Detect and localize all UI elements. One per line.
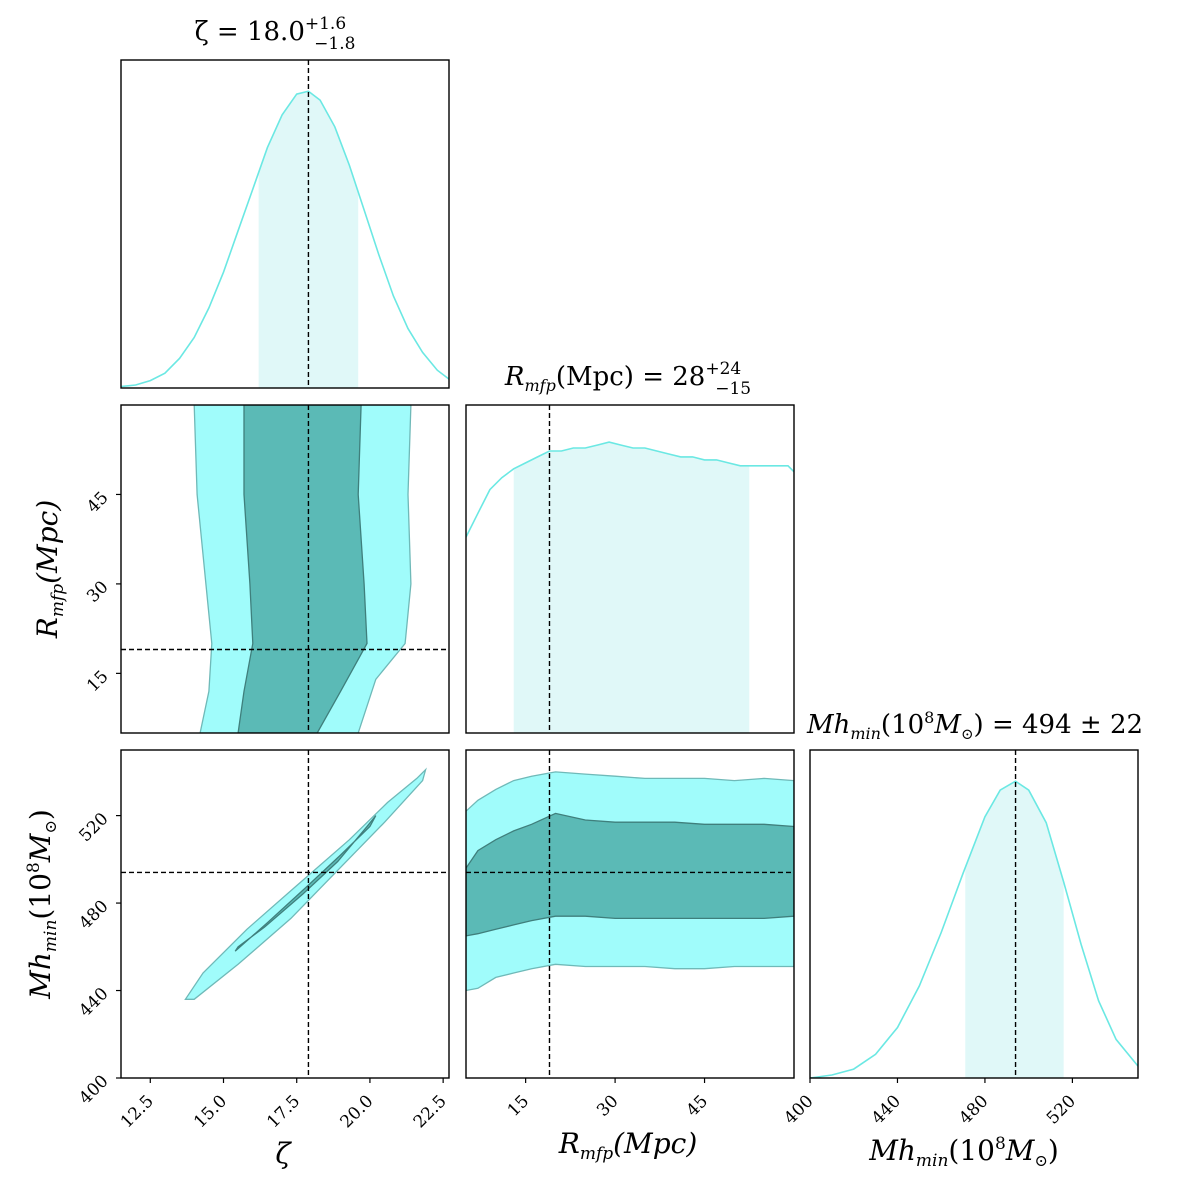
contour-inner-zeta-rmfp (237, 405, 368, 733)
marginal-rmfp (466, 405, 794, 733)
marginal-mhmin-frame (809, 749, 1139, 1079)
panel-zeta-rmfp-frame (120, 404, 450, 734)
xtick-label-mhmin-3: 520 (1043, 1091, 1080, 1128)
title-zeta: ζ = 18.0+1.6 −1.8 (195, 14, 356, 54)
ytick-label-mhmin-2: 480 (75, 896, 112, 933)
xtick-label-zeta-3: 20.0 (337, 1091, 378, 1132)
panel-zeta-mhmin-frame (120, 749, 450, 1079)
posterior-curve-zeta (121, 90, 449, 388)
xtick-label-zeta-4: 22.5 (410, 1091, 451, 1132)
title-mhmin: Mhmin(108M⊙) = 494 ± 22 (806, 708, 1143, 743)
posterior-curve-rmfp (466, 441, 794, 538)
ytick-label-mhmin-0: 400 (75, 1071, 112, 1108)
xtick-label-zeta-2: 17.5 (263, 1091, 304, 1132)
contour-inner-zeta-mhmin (234, 815, 377, 952)
xtick-label-rmfp-2: 45 (683, 1091, 712, 1120)
panel-rmfp-mhmin (466, 750, 794, 1078)
marginal-rmfp-frame (465, 404, 795, 734)
ylabel-rmfp: Rmfp(Mpc) (31, 500, 68, 640)
ytick-label-rmfp-2: 45 (83, 488, 112, 517)
posterior-curve-mhmin (810, 780, 1138, 1078)
xtick-label-mhmin-0: 400 (780, 1091, 817, 1128)
contour-inner-rmfp-mhmin (466, 812, 794, 937)
ytick-label-rmfp-0: 15 (83, 667, 112, 696)
marginal-mhmin (810, 750, 1138, 1078)
ytick-label-mhmin-3: 520 (75, 809, 112, 846)
xlabel-mhmin: Mhmin(108M⊙) (868, 1134, 1059, 1171)
title-rmfp: Rmfp(Mpc) = 28+24 −15 (504, 359, 751, 399)
xtick-label-zeta-1: 15.0 (190, 1091, 231, 1132)
xlabel-zeta: ζ (275, 1137, 292, 1170)
xtick-label-zeta-0: 12.5 (117, 1091, 158, 1132)
marginal-zeta-frame (120, 59, 450, 389)
credible-interval-mhmin (965, 781, 1064, 1078)
xtick-label-mhmin-2: 480 (955, 1091, 992, 1128)
xtick-label-mhmin-1: 440 (868, 1091, 905, 1128)
ytick-label-rmfp-1: 30 (83, 577, 112, 606)
ylabel-mhmin: Mhmin(108M⊙) (24, 809, 61, 1000)
panel-zeta-mhmin (121, 750, 449, 1078)
contour-outer-zeta-mhmin (184, 767, 427, 1000)
xlabel-rmfp: Rmfp(Mpc) (558, 1127, 698, 1164)
xtick-label-rmfp-1: 30 (593, 1091, 622, 1120)
panel-zeta-rmfp (121, 405, 449, 733)
xtick-label-rmfp-0: 15 (504, 1091, 533, 1120)
marginal-zeta (121, 60, 449, 388)
panel-rmfp-mhmin-frame (465, 749, 795, 1079)
credible-interval-rmfp (513, 442, 750, 733)
ytick-label-mhmin-1: 440 (75, 984, 112, 1021)
